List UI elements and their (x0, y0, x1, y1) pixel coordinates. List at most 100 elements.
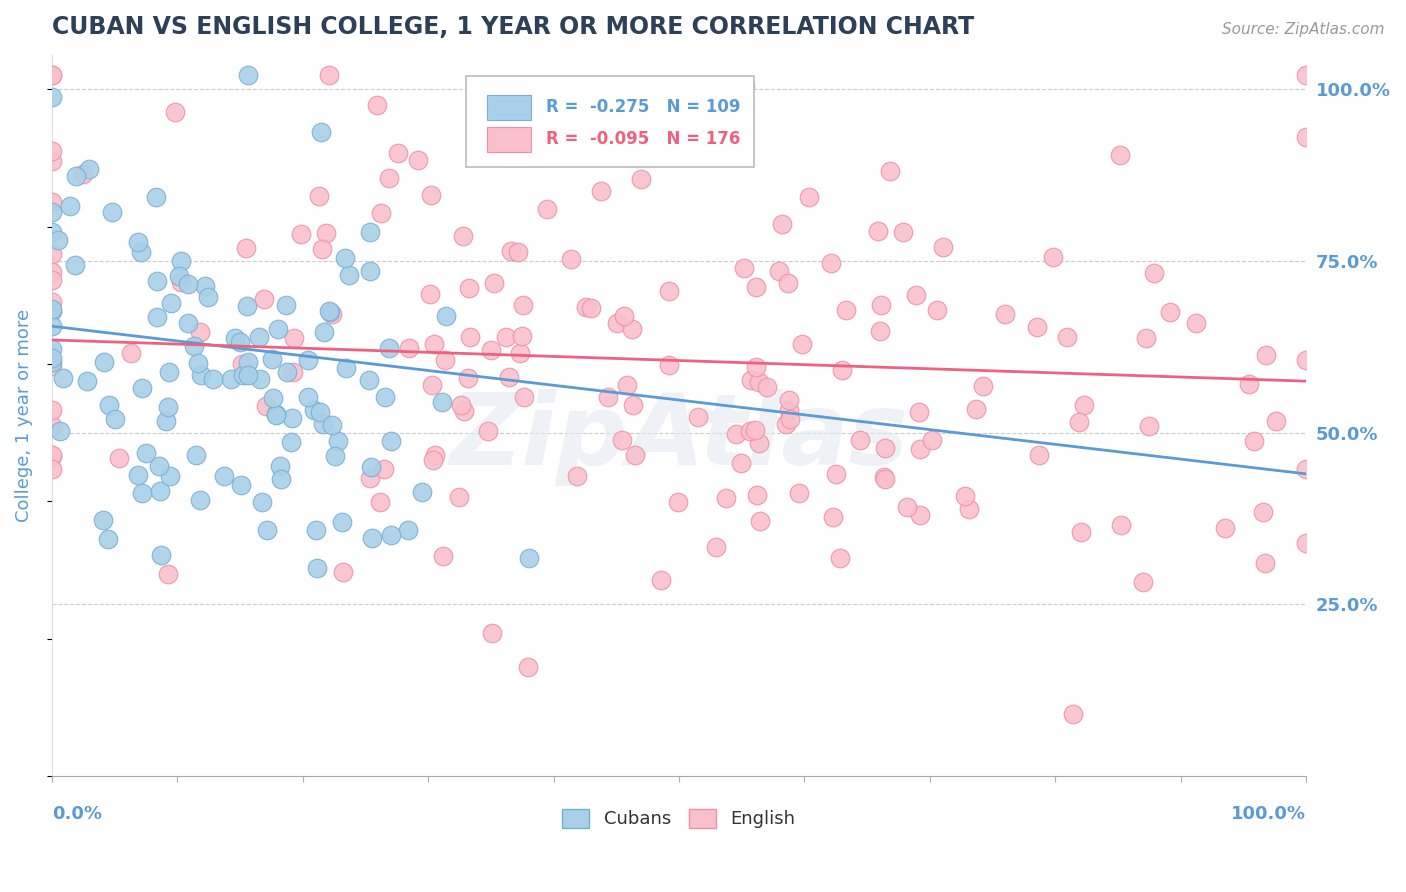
Point (621, 322, 644, 336)
Point (513, 390, 536, 404)
Point (280, 435, 302, 450)
Point (908, 405, 931, 419)
Point (748, 436, 770, 450)
Point (297, 390, 319, 404)
Point (249, 372, 271, 386)
Point (149, 484, 172, 499)
Point (972, 378, 994, 392)
Point (610, 434, 633, 448)
Point (770, 217, 793, 231)
Point (834, 303, 856, 318)
Point (235, 241, 257, 255)
Point (1185, 316, 1208, 330)
Point (787, 485, 810, 500)
Point (449, 491, 471, 505)
Point (1137, 419, 1160, 434)
Point (104, 412, 127, 426)
Point (337, 268, 360, 282)
Point (1132, 575, 1154, 590)
Point (953, 489, 976, 503)
Point (830, 551, 852, 566)
Point (579, 301, 602, 316)
Point (72, 167, 94, 181)
Point (1295, 69, 1317, 83)
Point (312, 417, 335, 432)
Point (159, 296, 181, 310)
Point (260, 351, 283, 366)
Point (508, 244, 530, 259)
Point (873, 472, 896, 486)
Point (658, 358, 681, 372)
Point (423, 448, 446, 462)
Point (1109, 517, 1132, 532)
Point (256, 523, 278, 537)
Point (891, 226, 914, 240)
Point (1056, 330, 1078, 344)
Point (41, 69, 63, 83)
Point (333, 251, 356, 265)
Point (512, 298, 534, 312)
Point (323, 449, 346, 463)
Point (370, 206, 392, 220)
Point (745, 359, 768, 374)
Point (740, 374, 762, 388)
Text: Source: ZipAtlas.com: Source: ZipAtlas.com (1222, 22, 1385, 37)
Legend: Cubans, English: Cubans, English (555, 802, 803, 836)
Point (236, 355, 259, 369)
Point (129, 245, 152, 260)
Point (108, 451, 131, 466)
Point (131, 486, 153, 500)
Bar (486, 127, 531, 152)
Point (238, 368, 260, 382)
Point (121, 346, 143, 360)
Point (131, 380, 153, 394)
Point (41, 272, 63, 286)
Point (229, 334, 252, 349)
Point (396, 523, 419, 537)
Point (420, 377, 443, 392)
Point (91, 513, 114, 527)
Point (458, 330, 481, 344)
Point (76, 375, 98, 389)
Point (745, 488, 768, 502)
Point (430, 394, 453, 409)
Point (820, 256, 842, 270)
Point (457, 281, 479, 295)
Point (453, 404, 475, 418)
Point (127, 468, 149, 483)
Text: 100.0%: 100.0% (1232, 805, 1306, 823)
Point (749, 515, 772, 529)
Point (309, 125, 332, 139)
Point (1135, 331, 1157, 345)
Point (314, 325, 336, 339)
Point (51, 371, 73, 385)
Point (127, 235, 149, 249)
Point (509, 345, 531, 359)
Point (1237, 376, 1260, 391)
Point (755, 380, 778, 394)
Point (377, 341, 399, 355)
Point (744, 423, 766, 437)
Point (927, 303, 949, 318)
Point (748, 376, 770, 390)
Point (1042, 250, 1064, 264)
Point (283, 365, 305, 379)
Point (596, 390, 619, 404)
Point (714, 491, 737, 505)
Point (264, 407, 287, 421)
Point (398, 341, 420, 355)
Point (170, 276, 193, 290)
Point (380, 528, 402, 542)
Point (197, 290, 219, 304)
Point (565, 468, 588, 483)
Bar (486, 95, 531, 120)
Point (41, 403, 63, 417)
Point (311, 242, 333, 256)
Point (768, 264, 790, 278)
Point (957, 501, 980, 516)
Point (477, 424, 499, 438)
Point (624, 448, 647, 462)
Point (575, 300, 598, 314)
Point (165, 104, 187, 119)
Point (252, 495, 274, 509)
